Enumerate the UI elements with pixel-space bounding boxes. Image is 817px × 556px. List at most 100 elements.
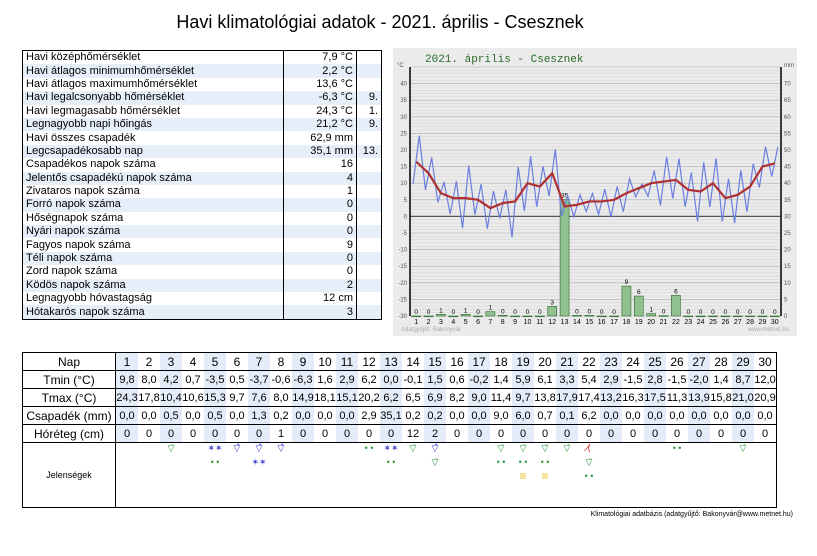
precip-label: 9 xyxy=(625,279,629,286)
day-cell: 2 xyxy=(424,424,446,443)
day-cell: 3,3 xyxy=(556,370,578,389)
day-cell: 15,8 xyxy=(710,388,732,407)
snow-icon: ✶✶ xyxy=(207,443,223,453)
precip-label: 0 xyxy=(761,309,765,316)
day-cell: 17,9 xyxy=(556,388,578,407)
stats-row: Hőségnapok száma 0 xyxy=(23,211,382,226)
precip-bar xyxy=(448,315,459,318)
right-tick-label: 55 xyxy=(784,131,791,137)
left-tick-label: -5 xyxy=(402,231,408,237)
day-cell: 1 xyxy=(270,424,292,443)
phenomena-cell: • • xyxy=(666,442,688,508)
rain-icon: • • xyxy=(364,443,374,453)
left-tick-label: -20 xyxy=(398,281,407,287)
fog-icon: ≡ xyxy=(519,469,527,483)
phenomena-cell xyxy=(115,442,138,508)
day-header: 15 xyxy=(424,352,446,371)
day-cell: 10,4 xyxy=(160,388,182,407)
x-tick-label: 13 xyxy=(561,319,569,326)
day-cell: 9,7 xyxy=(512,388,534,407)
stats-row: Legnagyobb hóvastagság 12 cm xyxy=(23,292,382,306)
tmean-line xyxy=(415,160,776,210)
left-tick-label: 35 xyxy=(400,98,407,104)
right-tick-label: 60 xyxy=(784,115,791,121)
rain-icon: • • xyxy=(210,457,220,467)
day-cell: 8,0 xyxy=(138,370,160,389)
precip-label: 0 xyxy=(451,309,455,316)
stat-day xyxy=(356,225,382,239)
day-cell: 2,9 xyxy=(336,370,358,389)
rain-icon: • • xyxy=(584,471,594,481)
x-tick-label: 18 xyxy=(623,319,631,326)
precip-bar xyxy=(460,314,471,317)
phenomena-cell: ▽̇ • • xyxy=(490,442,512,508)
right-tick-label: 5 xyxy=(784,297,788,303)
day-cell: 0,0 xyxy=(600,406,622,425)
day-cell: 24,3 xyxy=(115,388,138,407)
day-cell: 0 xyxy=(160,424,182,443)
day-cell: 0,0 xyxy=(710,406,732,425)
x-tick-label: 8 xyxy=(501,319,505,326)
precip-bar xyxy=(436,314,446,317)
monthly-stats-table: Havi középhőmérséklet 7,9 °C Havi átlagos … xyxy=(22,50,382,320)
precip-bar xyxy=(497,315,508,317)
stat-label: Forró napok száma xyxy=(22,198,284,212)
day-cell: 8,2 xyxy=(446,388,468,407)
stat-label: Legnagyobb napi hőingás xyxy=(22,117,284,132)
day-header: 10 xyxy=(314,352,336,371)
day-cell: 0 xyxy=(336,424,358,443)
day-cell: 6,1 xyxy=(534,370,556,389)
stat-value: 13,6 °C xyxy=(283,77,357,92)
day-cell: 9,0 xyxy=(468,388,490,407)
stat-value: 0 xyxy=(283,265,357,279)
day-cell: 0,1 xyxy=(556,406,578,425)
day-cell: 0 xyxy=(600,424,622,443)
left-tick-label: 0 xyxy=(404,214,408,220)
precip-bar xyxy=(473,315,483,318)
right-tick-label: 45 xyxy=(784,165,791,171)
day-cell: 15,3 xyxy=(204,388,226,407)
x-tick-label: 3 xyxy=(439,319,443,326)
rain-shower-icon: ▽̇ xyxy=(585,457,593,467)
phenomena-cell: ▽̇ xyxy=(160,442,182,508)
stat-label: Csapadékos napok száma xyxy=(26,158,156,171)
day-header: 26 xyxy=(666,352,688,371)
stat-day xyxy=(356,77,382,92)
stat-label: Ködös napok száma xyxy=(22,278,284,293)
stat-day xyxy=(356,238,382,252)
stat-label: Havi középhőmérséklet xyxy=(26,51,141,64)
precip-bar xyxy=(770,315,780,318)
right-tick-label: 20 xyxy=(784,248,791,254)
day-cell: 35,1 xyxy=(380,406,402,425)
day-header: 1 xyxy=(115,352,138,371)
chart-background xyxy=(393,48,797,336)
x-tick-label: 1 xyxy=(414,319,418,326)
stat-value: -6,3 °C xyxy=(283,91,357,105)
precip-label: 0 xyxy=(662,309,666,316)
day-cell: 12,0 xyxy=(754,370,777,389)
precip-label: 6 xyxy=(637,289,641,296)
day-cell: 0 xyxy=(534,424,556,443)
day-header: 18 xyxy=(490,352,512,371)
x-tick-label: 10 xyxy=(524,319,532,326)
precip-bar xyxy=(423,315,434,318)
daily-row: Tmin (°C) 9,8 8,0 4,2 0,7 -3,5 0,5 -3,7 -0,6 -6,3… xyxy=(22,370,777,389)
rain-icon: • • xyxy=(672,443,682,453)
day-cell: 18,1 xyxy=(314,388,336,407)
row-label: Nap xyxy=(22,352,116,371)
x-tick-label: 12 xyxy=(548,319,556,326)
snow-shower-icon: ▽̽ xyxy=(431,443,439,453)
precip-label: 0 xyxy=(427,309,431,316)
precip-label: 0 xyxy=(600,309,604,316)
stat-day xyxy=(356,198,382,212)
x-tick-label: 16 xyxy=(598,319,606,326)
stat-label: Havi összes csapadék xyxy=(26,131,136,144)
precip-bar xyxy=(609,315,619,318)
day-header: 3 xyxy=(160,352,182,371)
day-cell: 6,0 xyxy=(512,406,534,425)
stats-row: Havi összes csapadék 62,9 mm xyxy=(23,131,382,145)
day-header: 2 xyxy=(138,352,160,371)
day-header: 24 xyxy=(622,352,644,371)
left-tick-label: -25 xyxy=(398,297,407,303)
day-cell: 0 xyxy=(490,424,512,443)
